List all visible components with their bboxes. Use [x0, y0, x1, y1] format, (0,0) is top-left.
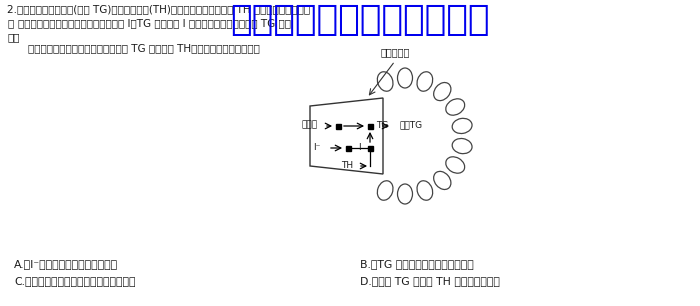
- Text: 胞从组织液中逆浓度梯度吸收氨基酸和 I，TG 合成后同 I 一起进入空腔中形成礖化 TG 并败: 胞从组织液中逆浓度梯度吸收氨基酸和 I，TG 合成后同 I 一起进入空腔中形成礖…: [18, 18, 291, 28]
- Text: C.　甲状腺细胞吸收氨基酸需要消耗能量: C. 甲状腺细胞吸收氨基酸需要消耗能量: [14, 276, 136, 286]
- Text: B.　TG 进入空腔的方式是自由扩散: B. TG 进入空腔的方式是自由扩散: [360, 259, 474, 269]
- Text: 细: 细: [7, 18, 13, 28]
- Bar: [335, 124, 340, 129]
- Bar: [368, 124, 372, 129]
- Polygon shape: [310, 98, 383, 174]
- Ellipse shape: [398, 68, 412, 88]
- Ellipse shape: [398, 184, 412, 204]
- Ellipse shape: [452, 118, 472, 133]
- Ellipse shape: [377, 72, 393, 91]
- Ellipse shape: [417, 181, 433, 200]
- Text: 甲状腺细胞接受相关刺激后吸收礖化 TG 并转变为 TH。下列相关叙述错误的是: 甲状腺细胞接受相关刺激后吸收礖化 TG 并转变为 TH。下列相关叙述错误的是: [28, 43, 260, 53]
- Ellipse shape: [434, 171, 451, 189]
- Text: I⁻: I⁻: [314, 143, 321, 151]
- Text: 2.　礖化甲状腺球蛋白(礖化 TG)是甲状腺激素(TH)的前体物质。如图表示 TH 的形成过程，甲状腺: 2. 礖化甲状腺球蛋白(礖化 TG)是甲状腺激素(TH)的前体物质。如图表示 T…: [7, 4, 310, 14]
- Text: A.　I⁻从组织液进入空腔需要载体: A. I⁻从组织液进入空腔需要载体: [14, 259, 118, 269]
- Text: I: I: [358, 143, 360, 151]
- Ellipse shape: [446, 99, 465, 115]
- Text: TH: TH: [341, 161, 353, 170]
- Ellipse shape: [434, 83, 451, 101]
- Text: 氨基酸: 氨基酸: [302, 121, 318, 129]
- Text: 甲状腺细胞: 甲状腺细胞: [380, 47, 410, 57]
- Ellipse shape: [452, 139, 472, 154]
- Text: 存，: 存，: [7, 32, 20, 42]
- Ellipse shape: [417, 72, 433, 91]
- Bar: [346, 145, 351, 151]
- Text: D.　礖化 TG 转变成 TH 需经蛋白酶水解: D. 礖化 TG 转变成 TH 需经蛋白酶水解: [360, 276, 500, 286]
- Bar: [368, 145, 372, 151]
- Ellipse shape: [377, 181, 393, 200]
- Ellipse shape: [446, 157, 465, 173]
- Circle shape: [369, 100, 441, 172]
- Text: TG: TG: [376, 121, 389, 129]
- Text: 微信公众号关注：趣找答案: 微信公众号关注：趣找答案: [230, 3, 490, 37]
- Text: 礖化TG: 礖化TG: [399, 121, 422, 129]
